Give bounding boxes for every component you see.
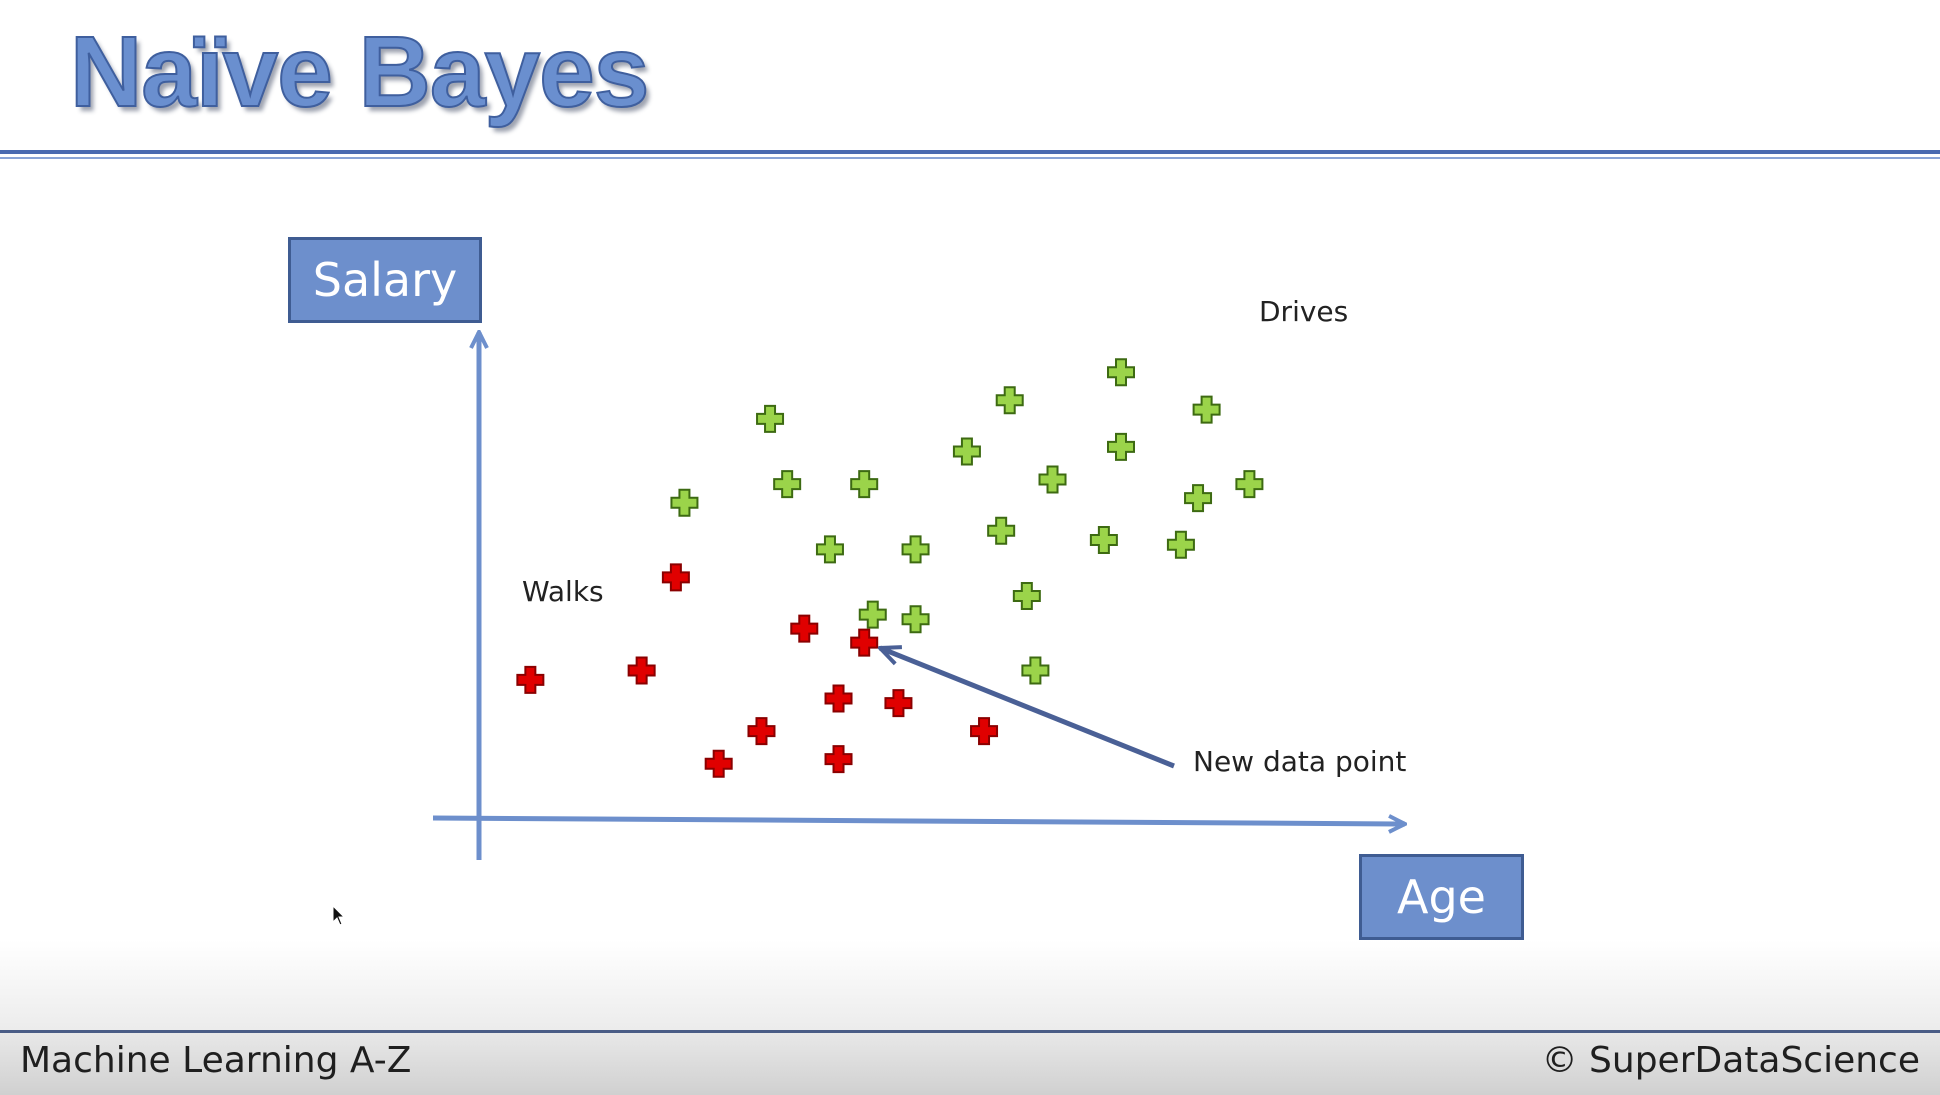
title-rule-thin (0, 157, 1940, 159)
drives-point (670, 488, 699, 517)
annotation-drives: Drives (1259, 295, 1348, 328)
walks-point (704, 749, 733, 778)
drives-point (815, 535, 844, 564)
drives-point (952, 437, 981, 466)
walks-point (627, 656, 656, 685)
y-axis-label: Salary (288, 237, 482, 323)
walks-point (884, 689, 913, 718)
drives-point (1192, 395, 1221, 424)
drives-point (901, 605, 930, 634)
drives-point (995, 386, 1024, 415)
drives-point (1089, 526, 1118, 555)
annotation-new-data-point: New data point (1193, 745, 1406, 778)
footer-copyright: © SuperDataScience (1541, 1040, 1920, 1081)
walks-point (790, 614, 819, 643)
title-rule (0, 150, 1940, 154)
drives-point (1184, 484, 1213, 513)
points-layer (516, 358, 1264, 778)
walks-point (850, 628, 879, 657)
drives-point (1038, 465, 1067, 494)
x-axis-label: Age (1359, 854, 1524, 940)
x-axis-line (432, 818, 1405, 824)
footer-course-title: Machine Learning A-Z (20, 1040, 412, 1081)
drives-point (1107, 432, 1135, 461)
mouse-cursor-icon (332, 905, 346, 926)
drives-point (858, 600, 887, 629)
walks-point (516, 665, 545, 694)
walks-point (661, 563, 690, 592)
drives-point (850, 470, 879, 499)
slide-title: Naïve Bayes (69, 16, 650, 128)
walks-point (970, 717, 999, 746)
drives-point (1021, 656, 1050, 685)
walks-point (824, 745, 853, 774)
drives-point (773, 470, 802, 499)
drives-point (1235, 470, 1264, 499)
drives-point (901, 535, 930, 564)
footer-fade (0, 940, 1940, 1030)
walks-point (747, 717, 776, 746)
footer-bar (0, 1030, 1940, 1095)
drives-point (987, 516, 1016, 545)
annotation-walks: Walks (522, 575, 604, 608)
walks-point (824, 684, 853, 713)
drives-point (1107, 358, 1135, 387)
drives-point (1012, 581, 1041, 610)
drives-point (1166, 530, 1195, 559)
drives-point (756, 404, 785, 433)
new-data-point-arrow (880, 648, 1175, 769)
